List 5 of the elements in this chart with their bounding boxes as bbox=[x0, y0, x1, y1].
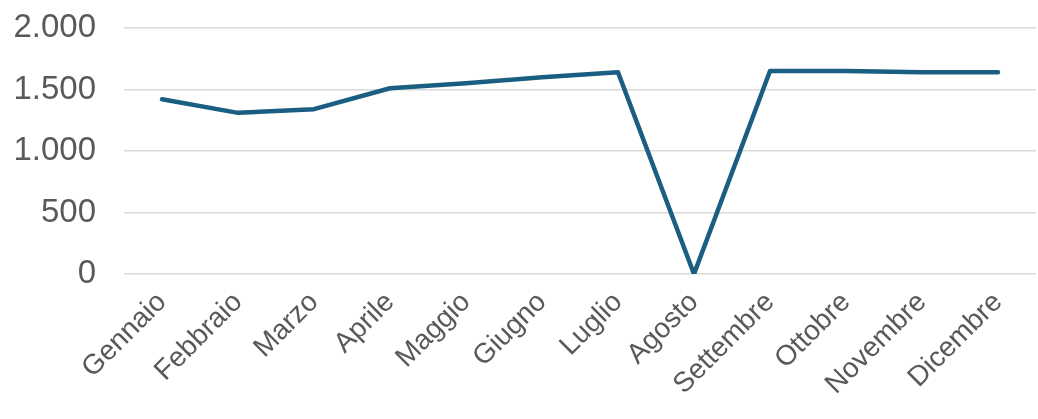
y-tick-label: 1.500 bbox=[13, 68, 96, 106]
y-tick-label: 2.000 bbox=[13, 7, 96, 45]
y-tick-label: 500 bbox=[40, 191, 96, 229]
y-tick-label: 1.000 bbox=[13, 130, 96, 168]
y-tick-label: 0 bbox=[77, 253, 96, 291]
